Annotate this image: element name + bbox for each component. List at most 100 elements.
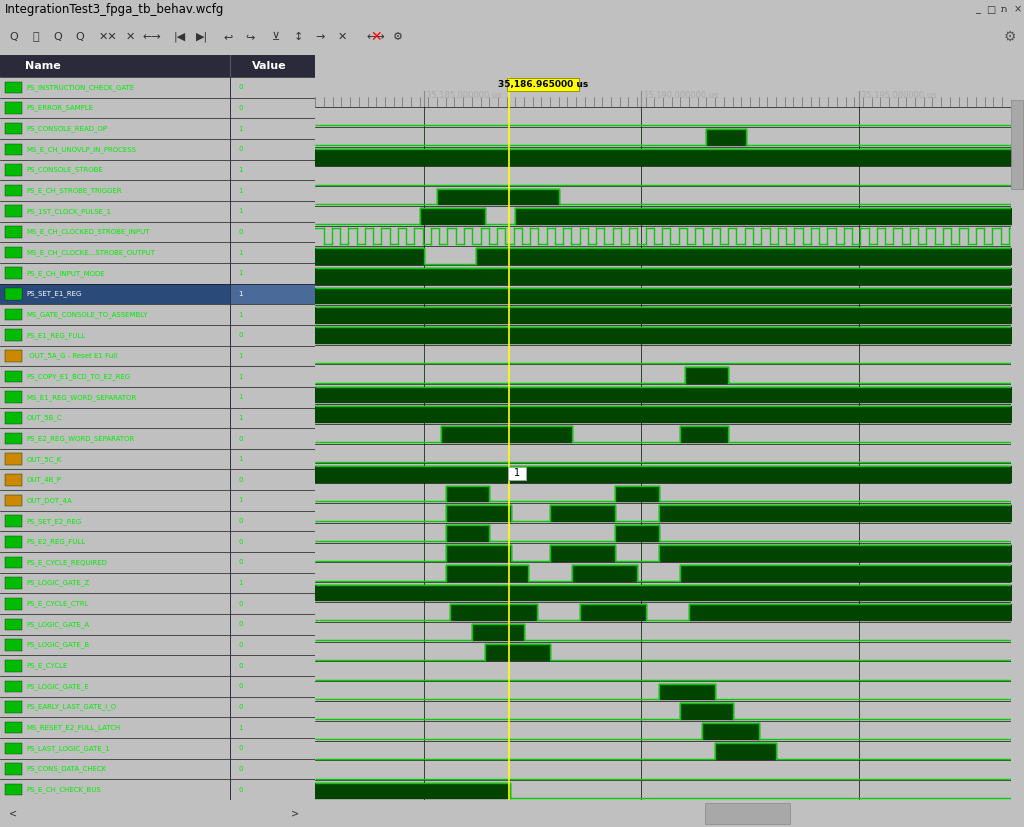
Text: 1: 1 xyxy=(239,126,243,131)
Text: ←→: ←→ xyxy=(142,32,162,42)
Text: ↕: ↕ xyxy=(293,32,303,42)
Bar xyxy=(5,205,23,217)
Text: ⊻: ⊻ xyxy=(272,32,280,42)
Text: 0: 0 xyxy=(239,745,243,752)
Text: <: < xyxy=(9,809,17,819)
Text: ↩: ↩ xyxy=(223,32,232,42)
Bar xyxy=(5,123,23,135)
Text: PS_SET_E2_REG: PS_SET_E2_REG xyxy=(27,518,82,524)
Text: 0: 0 xyxy=(239,332,243,338)
Text: 1: 1 xyxy=(239,208,243,214)
Text: 1: 1 xyxy=(239,188,243,194)
Bar xyxy=(5,763,23,775)
Text: OUT_5A_G - Reset E1 Full: OUT_5A_G - Reset E1 Full xyxy=(27,352,117,359)
Text: 1: 1 xyxy=(239,167,243,173)
Text: 0: 0 xyxy=(239,146,243,152)
Text: Q: Q xyxy=(9,32,18,42)
Text: PS_E_CYCLE_REQUIRED: PS_E_CYCLE_REQUIRED xyxy=(27,559,108,566)
Bar xyxy=(5,226,23,237)
Text: 0: 0 xyxy=(239,105,243,111)
Bar xyxy=(5,370,23,382)
Text: ✕: ✕ xyxy=(125,32,135,42)
Text: OUT_4B_P: OUT_4B_P xyxy=(27,476,61,483)
Text: 1: 1 xyxy=(239,457,243,462)
Text: □: □ xyxy=(986,4,996,15)
Text: 0: 0 xyxy=(239,642,243,648)
Text: PS_COPY_E1_BCD_TO_E2_REG: PS_COPY_E1_BCD_TO_E2_REG xyxy=(27,373,131,380)
Text: 1: 1 xyxy=(239,724,243,731)
Bar xyxy=(5,536,23,547)
Text: Q: Q xyxy=(76,32,84,42)
Text: IntegrationTest3_fpga_tb_behav.wcfg: IntegrationTest3_fpga_tb_behav.wcfg xyxy=(5,3,224,16)
Bar xyxy=(5,577,23,589)
Text: PS_E_CH_CHECK_BUS: PS_E_CH_CHECK_BUS xyxy=(27,786,101,793)
Bar xyxy=(5,82,23,93)
Bar xyxy=(0,284,230,304)
Text: PS_CONS_DATA_CHECK: PS_CONS_DATA_CHECK xyxy=(27,766,108,772)
Bar xyxy=(5,701,23,713)
Bar xyxy=(5,453,23,465)
Bar xyxy=(5,246,23,258)
Text: 0: 0 xyxy=(239,683,243,690)
Text: PS_1ST_CLOCK_PULSE_1: PS_1ST_CLOCK_PULSE_1 xyxy=(27,208,112,215)
Text: 0: 0 xyxy=(239,229,243,235)
Text: MS_E_CH_CLOCKED_STROBE_INPUT: MS_E_CH_CLOCKED_STROBE_INPUT xyxy=(27,228,151,236)
Text: ×: × xyxy=(1014,4,1022,15)
Text: ✕: ✕ xyxy=(337,32,347,42)
Text: _: _ xyxy=(976,4,980,15)
Text: PS_LOGIC_GATE_E: PS_LOGIC_GATE_E xyxy=(27,683,89,690)
Text: MS_E_CH_CLOCKE...STROBE_OUTPUT: MS_E_CH_CLOCKE...STROBE_OUTPUT xyxy=(27,249,156,256)
Text: >: > xyxy=(292,809,300,819)
Text: 1: 1 xyxy=(239,580,243,586)
Text: MS_RESET_E2_FULL_LATCH: MS_RESET_E2_FULL_LATCH xyxy=(27,724,121,731)
Text: 0: 0 xyxy=(239,621,243,628)
Text: 0: 0 xyxy=(239,519,243,524)
Bar xyxy=(508,467,525,480)
Text: ⚙: ⚙ xyxy=(393,32,403,42)
Text: PS_E2_REG_FULL: PS_E2_REG_FULL xyxy=(27,538,86,545)
Text: PS_ERROR_SAMPLE: PS_ERROR_SAMPLE xyxy=(27,104,94,112)
Text: Value: Value xyxy=(252,61,287,71)
Text: PS_E_CYCLE: PS_E_CYCLE xyxy=(27,662,69,669)
Text: ←→: ←→ xyxy=(367,32,385,42)
Bar xyxy=(5,598,23,609)
Text: PS_LOGIC_GATE_Z: PS_LOGIC_GATE_Z xyxy=(27,580,90,586)
Text: PS_E_CYCLE_CTRL: PS_E_CYCLE_CTRL xyxy=(27,600,89,607)
Text: 1: 1 xyxy=(514,468,520,478)
Bar xyxy=(5,557,23,568)
Text: 0: 0 xyxy=(239,704,243,710)
Bar xyxy=(5,329,23,341)
Text: 0: 0 xyxy=(239,559,243,566)
Text: MS_E_CH_UNOVLP_IN_PROCESS: MS_E_CH_UNOVLP_IN_PROCESS xyxy=(27,146,137,153)
Bar xyxy=(5,474,23,485)
Text: MS_GATE_CONSOLE_TO_ASSEMBLY: MS_GATE_CONSOLE_TO_ASSEMBLY xyxy=(27,311,148,318)
Bar xyxy=(5,308,23,320)
Bar xyxy=(5,350,23,361)
Text: PS_CONSOLE_READ_OP: PS_CONSOLE_READ_OP xyxy=(27,125,108,132)
Text: PS_LOGIC_GATE_B: PS_LOGIC_GATE_B xyxy=(27,642,90,648)
Text: 1: 1 xyxy=(239,291,243,297)
Bar xyxy=(5,412,23,423)
Bar xyxy=(5,288,23,299)
Text: PS_LAST_LOGIC_GATE_1: PS_LAST_LOGIC_GATE_1 xyxy=(27,745,111,752)
Text: 0: 0 xyxy=(239,84,243,90)
Text: PS_E_CH_INPUT_MODE: PS_E_CH_INPUT_MODE xyxy=(27,270,105,276)
Text: 1: 1 xyxy=(239,415,243,421)
Text: 35,186.965000 us: 35,186.965000 us xyxy=(498,80,588,89)
Text: ▶|: ▶| xyxy=(196,31,208,42)
Bar xyxy=(5,495,23,506)
Text: 1: 1 xyxy=(239,250,243,256)
Bar xyxy=(5,391,23,403)
Bar xyxy=(5,722,23,734)
Text: 1: 1 xyxy=(239,498,243,504)
Text: 1: 1 xyxy=(239,312,243,318)
Text: ✕✕: ✕✕ xyxy=(98,32,118,42)
Bar xyxy=(5,784,23,796)
Text: OUT_5C_K: OUT_5C_K xyxy=(27,456,62,462)
Bar xyxy=(5,660,23,672)
Text: →: → xyxy=(315,32,325,42)
Text: Name: Name xyxy=(26,61,61,71)
Bar xyxy=(5,144,23,155)
Text: 0: 0 xyxy=(239,600,243,607)
Text: MS_E1_REG_WORD_SEPARATOR: MS_E1_REG_WORD_SEPARATOR xyxy=(27,394,137,400)
